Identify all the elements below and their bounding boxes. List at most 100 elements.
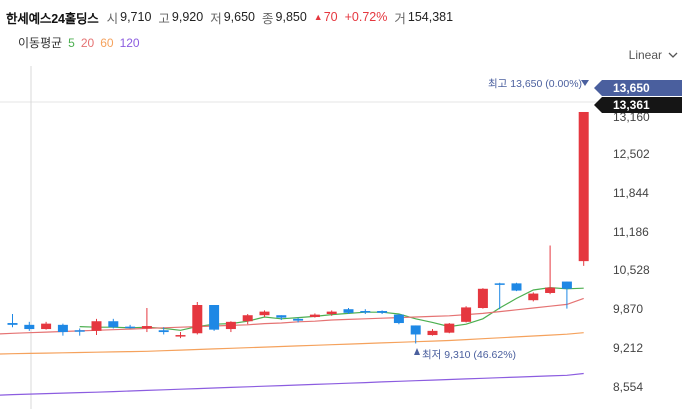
candle-body bbox=[360, 311, 371, 313]
low-marker bbox=[414, 348, 420, 355]
low-label: 저 bbox=[210, 11, 222, 26]
candle bbox=[7, 314, 18, 328]
candle-body bbox=[494, 283, 505, 285]
candle-body bbox=[7, 323, 18, 325]
candle-body bbox=[444, 323, 455, 333]
low-price: 9,650 bbox=[223, 10, 255, 24]
candle bbox=[511, 282, 522, 292]
candle-body bbox=[528, 293, 539, 301]
candle-body bbox=[477, 288, 488, 309]
candle bbox=[41, 321, 52, 330]
high-marker bbox=[581, 80, 589, 86]
candle bbox=[259, 310, 270, 318]
candle-body bbox=[24, 324, 35, 330]
open-label: 시 bbox=[106, 11, 119, 26]
candle-body bbox=[393, 314, 404, 324]
scale-label: Linear bbox=[628, 48, 662, 62]
stock-name[interactable]: 한세예스24홀딩스 bbox=[6, 11, 99, 26]
candle bbox=[545, 245, 556, 295]
candle-body bbox=[225, 321, 236, 330]
ma60-line bbox=[0, 332, 584, 355]
candle bbox=[461, 306, 472, 323]
volume-label: 거 bbox=[394, 11, 406, 26]
y-tick: 9,212 bbox=[613, 341, 644, 355]
y-tick: 10,528 bbox=[613, 263, 650, 277]
candle bbox=[293, 317, 304, 323]
candle bbox=[410, 325, 421, 344]
candle bbox=[225, 321, 236, 333]
candle bbox=[125, 324, 136, 329]
candle-body bbox=[578, 111, 589, 262]
candle bbox=[24, 321, 35, 331]
ma5-line bbox=[79, 286, 584, 331]
high-price-tag: 13,650 bbox=[594, 80, 682, 96]
ma60-label: 60 bbox=[100, 35, 114, 50]
chevron-down-icon bbox=[668, 52, 678, 58]
candle-body bbox=[511, 283, 522, 291]
ma120-label: 120 bbox=[119, 35, 140, 50]
candle-body bbox=[343, 309, 354, 313]
candle bbox=[343, 308, 354, 315]
stock-summary: 한세예스24홀딩스 시 9,710 고 9,920 저 9,650 종 9,85… bbox=[6, 8, 460, 26]
candle-body bbox=[545, 287, 556, 293]
candle bbox=[141, 308, 152, 333]
moving-average-legend[interactable]: 이동평균 5 20 60 120 bbox=[18, 34, 146, 51]
candle bbox=[377, 310, 388, 315]
candle bbox=[494, 282, 505, 310]
candle-body bbox=[108, 321, 119, 328]
y-tick: 8,554 bbox=[613, 380, 644, 394]
candle-body bbox=[461, 307, 472, 322]
y-tick: 11,186 bbox=[613, 225, 649, 239]
candle-body bbox=[427, 330, 438, 336]
candle bbox=[360, 309, 371, 315]
high-price: 9,920 bbox=[171, 10, 204, 24]
up-triangle-icon: ▲ bbox=[313, 12, 323, 22]
candle-body bbox=[242, 315, 253, 322]
candle-body bbox=[125, 326, 136, 329]
candle bbox=[528, 292, 539, 302]
candle bbox=[108, 318, 119, 329]
close-label: 종 bbox=[262, 11, 274, 26]
candle bbox=[175, 332, 186, 339]
ma120-line bbox=[0, 372, 584, 396]
candle-body bbox=[259, 311, 270, 316]
low-marker-triangle-icon bbox=[414, 348, 420, 355]
candle-body bbox=[293, 318, 304, 321]
high-marker-triangle-icon bbox=[581, 80, 589, 86]
price-change: 70 bbox=[323, 10, 338, 24]
candle-body bbox=[377, 311, 388, 313]
candle bbox=[276, 315, 287, 321]
moving-average-title: 이동평균 bbox=[18, 36, 63, 50]
ma20-label: 20 bbox=[80, 35, 95, 50]
volume-value: 154,381 bbox=[407, 10, 454, 24]
candle bbox=[192, 302, 203, 335]
candle bbox=[477, 288, 488, 309]
candle-body bbox=[410, 325, 421, 335]
open-price: 9,710 bbox=[120, 10, 152, 24]
candle bbox=[74, 328, 85, 336]
candle bbox=[242, 314, 253, 325]
y-tick: 11,844 bbox=[613, 186, 649, 200]
high-label: 고 bbox=[158, 11, 170, 26]
candles bbox=[7, 111, 589, 344]
ma20-line bbox=[0, 297, 584, 335]
y-tick: 13,160 bbox=[613, 110, 650, 124]
y-tick: 9,870 bbox=[613, 302, 644, 316]
candle-body bbox=[91, 321, 102, 331]
candle bbox=[326, 310, 337, 316]
close-price: 9,850 bbox=[275, 10, 307, 24]
candle bbox=[209, 305, 220, 331]
candle bbox=[427, 329, 438, 336]
ma5-label: 5 bbox=[68, 35, 75, 50]
candle bbox=[561, 281, 572, 309]
candle-body bbox=[276, 315, 287, 318]
candle bbox=[444, 323, 455, 334]
scale-selector[interactable]: Linear bbox=[629, 48, 678, 62]
low-annotation: 최저 9,310 (46.62%) bbox=[422, 349, 517, 361]
candle-body bbox=[309, 314, 320, 318]
candle-body bbox=[192, 305, 203, 334]
candle-body bbox=[209, 305, 220, 330]
candle-body bbox=[561, 281, 572, 289]
high-annotation: 최고 13,650 (0.00%) bbox=[488, 78, 583, 90]
